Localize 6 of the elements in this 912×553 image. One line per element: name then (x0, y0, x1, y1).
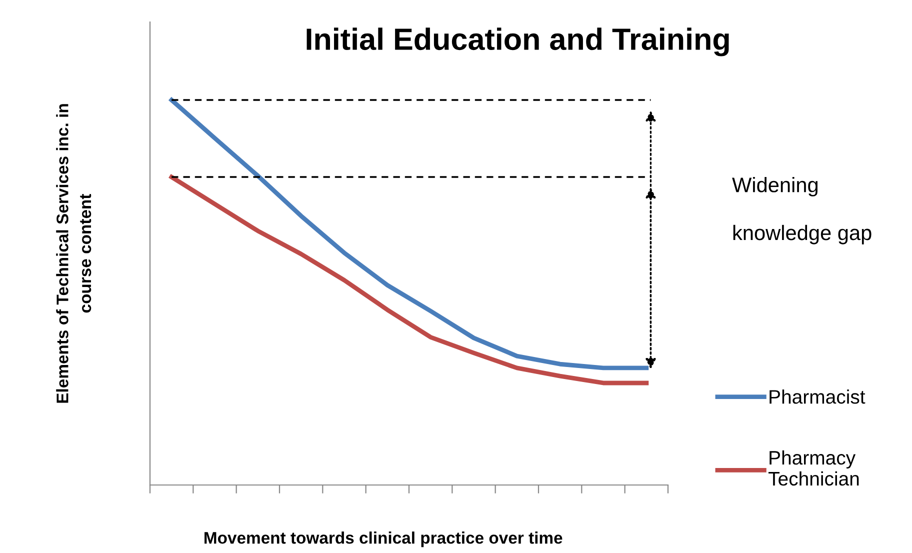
legend-label: Pharmacist (770, 390, 866, 404)
text: Widening knowledge gap (732, 177, 872, 244)
legend-label: Pharmacy Technician (768, 450, 859, 486)
chart-title: Initial Education and Training (306, 28, 729, 56)
y-axis-title: Elements of Technical Services inc. in course content (56, 104, 92, 403)
x-axis-title: Movement towards clinical practice over time (204, 532, 562, 548)
